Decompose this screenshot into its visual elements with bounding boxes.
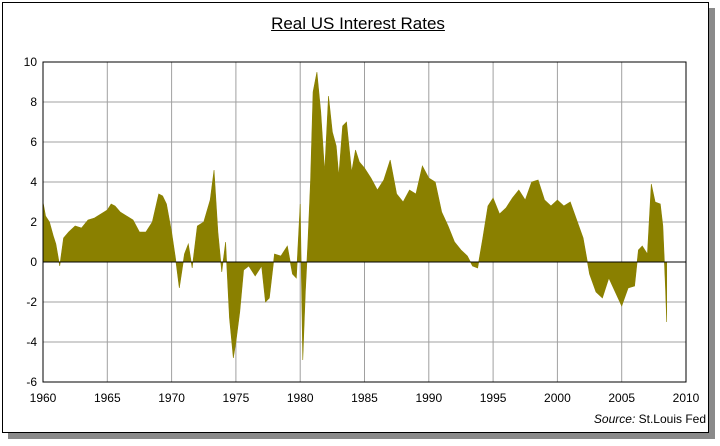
y-tick-label: -6 — [26, 375, 37, 389]
y-tick-label: 4 — [30, 175, 37, 189]
x-tick-label: 1980 — [287, 391, 314, 405]
x-tick-label: 1985 — [351, 391, 378, 405]
x-tick-label: 1975 — [223, 391, 250, 405]
x-tick-label: 1965 — [94, 391, 121, 405]
y-tick-label: -2 — [26, 295, 37, 309]
y-tick-label: 8 — [30, 95, 37, 109]
x-tick-label: 1970 — [158, 391, 185, 405]
x-tick-label: 2000 — [544, 391, 571, 405]
y-tick-label: 10 — [24, 55, 38, 69]
source-value: St.Louis Fed — [638, 412, 706, 426]
plot-border — [42, 61, 687, 383]
y-tick-label: -4 — [26, 335, 37, 349]
x-tick-label: 2010 — [673, 391, 700, 405]
x-tick-label: 2005 — [608, 391, 635, 405]
source-note: Source: St.Louis Fed — [594, 412, 706, 426]
source-label: Source: — [593, 412, 636, 426]
y-tick-label: 2 — [30, 215, 37, 229]
x-tick-label: 1960 — [30, 391, 57, 405]
area-series — [42, 71, 668, 361]
x-tick-label: 1995 — [480, 391, 507, 405]
x-tick-label: 1990 — [415, 391, 442, 405]
y-tick-label: 6 — [30, 135, 37, 149]
y-tick-label: 0 — [30, 255, 37, 269]
chart-title: Real US Interest Rates — [271, 14, 445, 33]
